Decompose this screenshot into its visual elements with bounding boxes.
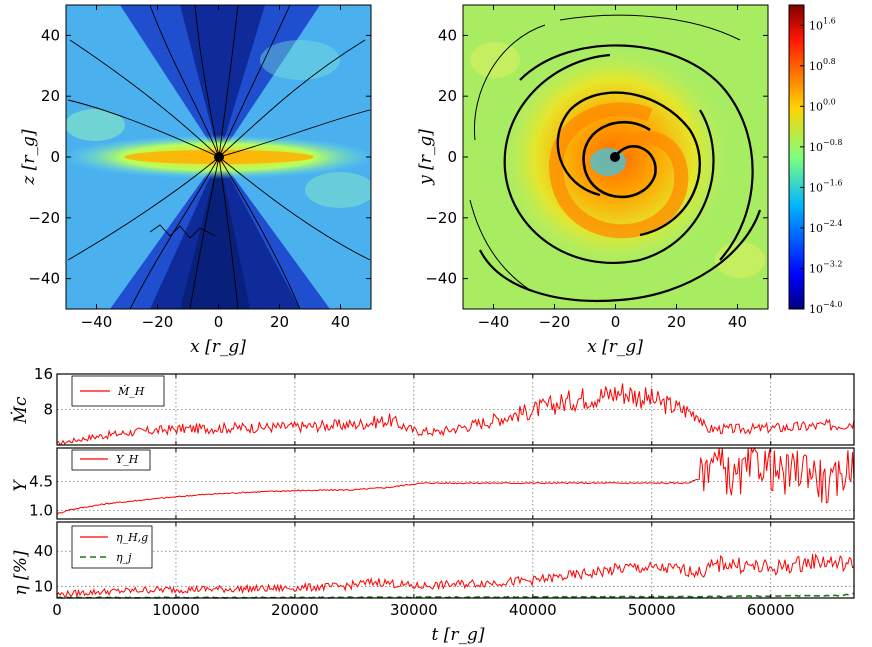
colorbar-tick-label: 10−0.8 — [809, 138, 842, 154]
upsilon-frame — [56, 447, 855, 520]
left-map-xlabel: x [r_g] — [190, 337, 246, 357]
left-map-ytick-label: 0 — [50, 148, 60, 166]
colorbar-tick-label: 101.6 — [809, 16, 836, 32]
right-map-xlabel: x [r_g] — [587, 337, 643, 357]
right-map-ticks: −40 −20 0 20 40 40 20 0 −20 −40 — [425, 5, 768, 331]
left-map-xtick-label: 0 — [214, 313, 224, 331]
left-map-ytick-label: 20 — [41, 87, 60, 105]
right-map-image — [463, 5, 768, 309]
mdot-panel: 16 8 — [34, 365, 855, 446]
colorbar-tick-label: 100.0 — [809, 97, 836, 113]
left-map-panel: −40 −20 0 20 40 40 20 0 −20 −40 x [r_g] z [r_g] — [19, 4, 372, 357]
colorbar-tick-label: 10−1.6 — [809, 178, 842, 194]
left-map-xtick-label: 20 — [270, 313, 289, 331]
upsilon-series-line — [56, 446, 855, 515]
time-xtick-label: 30000 — [390, 601, 438, 619]
right-map-ytick-label: −20 — [425, 209, 457, 227]
eta-series-line — [56, 553, 855, 598]
upsilon-legend-label: Υ_H — [116, 453, 139, 466]
left-map-ylabel: z [r_g] — [19, 129, 39, 186]
upsilon-panel: 4.5 1.0 — [29, 446, 855, 520]
eta-ytick-label: 10 — [34, 577, 53, 595]
time-xtick-label: 10000 — [152, 601, 200, 619]
mdot-legend: Ṁ_H — [71, 375, 165, 407]
time-series-panels: 16 8 4.5 1.0 40 10 0 10000 20000 30000 40000 50000 6… — [29, 365, 855, 619]
colorbar-gradient — [788, 4, 805, 310]
mdot-ytick-label: 16 — [34, 365, 53, 383]
colorbar-tick-label: 10−3.2 — [809, 259, 842, 275]
upsilon-legend: Υ_H — [71, 449, 151, 471]
time-xtick-label: 20000 — [271, 601, 319, 619]
left-map-xtick-label: −20 — [142, 313, 174, 331]
right-map-ytick-label: 20 — [438, 87, 457, 105]
colorbar-ticks: 101.6 100.8 100.0 10−0.8 10−1.6 10−2.4 10−3.2 1… — [800, 16, 842, 316]
left-map-ytick-label: −40 — [28, 270, 60, 288]
right-map-xtick-label: 20 — [667, 313, 686, 331]
colorbar-tick-label: 10−2.4 — [809, 219, 842, 235]
right-map-xtick-label: −40 — [478, 313, 510, 331]
right-map-xtick-label: −20 — [539, 313, 571, 331]
left-map-xtick-label: −40 — [81, 313, 113, 331]
colorbar-tick-label: 10−4.0 — [809, 300, 842, 316]
left-map-image — [66, 5, 371, 309]
right-map-ytick-label: 0 — [447, 148, 457, 166]
left-map-xtick-label: 40 — [331, 313, 350, 331]
upsilon-ytick-label: 4.5 — [29, 472, 53, 490]
eta-frame — [56, 521, 855, 599]
time-xtick-label: 60000 — [747, 601, 795, 619]
eta-ytick-label: 40 — [34, 542, 53, 560]
mdot-ytick-label: 8 — [43, 401, 53, 419]
right-map-panel: −40 −20 0 20 40 40 20 0 −20 −40 x [r_g] y [r_g] — [416, 4, 769, 357]
colorbar-tick-label: 100.8 — [809, 57, 836, 73]
eta-legend-label-h: η_H,g — [116, 531, 148, 544]
left-map-ytick-label: 40 — [41, 26, 60, 44]
time-xlabel: t [r_g] — [431, 625, 484, 645]
eta-series-line — [56, 592, 855, 599]
right-map-ylabel: y [r_g] — [416, 129, 436, 186]
mdot-ylabel: Ṁc — [10, 396, 31, 424]
left-map-ticks: −40 −20 0 20 40 40 20 0 −20 −40 — [28, 5, 371, 331]
right-map-xtick-label: 40 — [728, 313, 747, 331]
time-xtick-label: 0 — [52, 601, 62, 619]
colorbar: 101.6 100.8 100.0 10−0.8 10−1.6 10−2.4 10−3.2 1… — [788, 4, 842, 316]
mdot-legend-label: Ṁ_H — [117, 384, 145, 398]
right-map-ytick-label: −40 — [425, 270, 457, 288]
right-map-xtick-label: 0 — [611, 313, 621, 331]
eta-panel: 40 10 0 10000 20000 30000 40000 50000 60000 — [34, 521, 855, 619]
mdot-series-line — [56, 383, 855, 446]
time-xtick-label: 40000 — [509, 601, 557, 619]
right-map-ytick-label: 40 — [438, 26, 457, 44]
right-streamlines — [469, 14, 762, 302]
eta-legend: η_H,g η_j — [71, 525, 153, 569]
eta-ylabel: η [%] — [11, 550, 31, 595]
left-map-ytick-label: −20 — [28, 209, 60, 227]
upsilon-ylabel: Υ — [11, 479, 31, 492]
left-streamlines — [67, 5, 371, 309]
eta-legend-label-j: η_j — [116, 551, 132, 564]
time-xtick-label: 50000 — [628, 601, 676, 619]
upsilon-ytick-label: 1.0 — [29, 502, 53, 520]
mdot-frame — [56, 373, 855, 446]
